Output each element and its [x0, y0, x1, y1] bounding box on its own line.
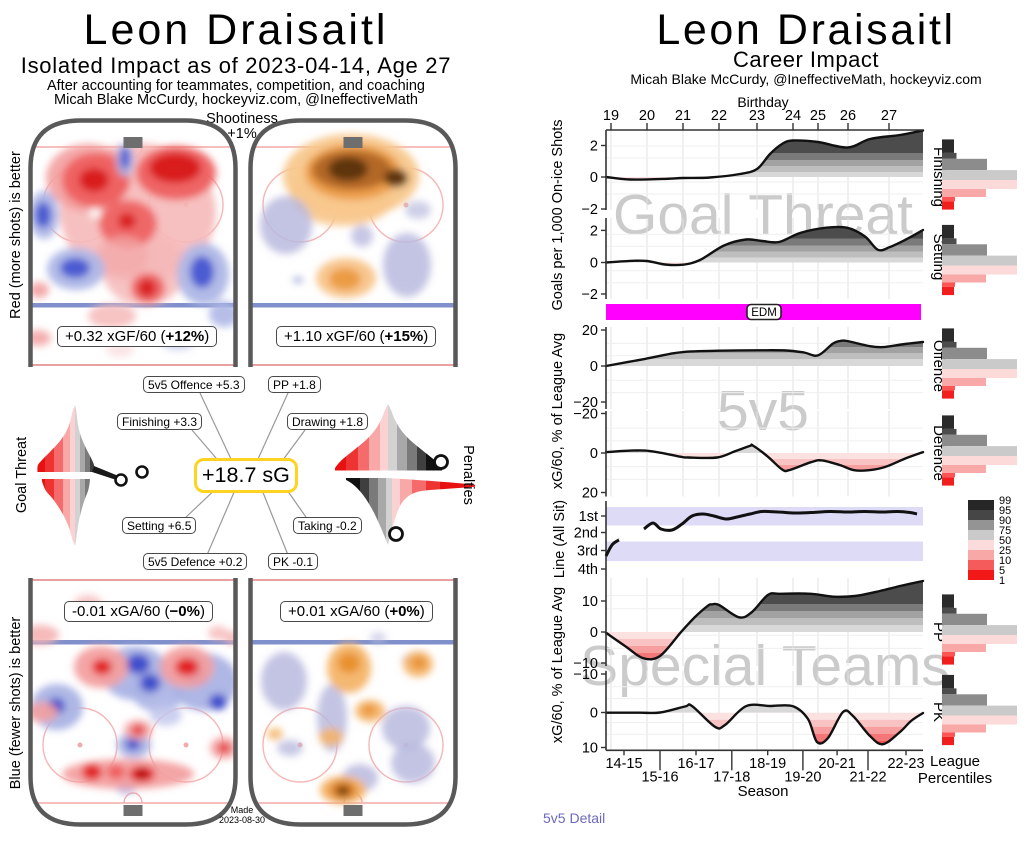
svg-text:League: League: [930, 753, 980, 770]
svg-text:95: 95: [999, 505, 1011, 517]
svg-text:−20: −20: [573, 407, 598, 423]
svg-text:0: 0: [590, 446, 598, 462]
svg-text:75: 75: [999, 525, 1011, 537]
svg-text:21-22: 21-22: [849, 769, 886, 785]
svg-text:Birthday: Birthday: [737, 94, 788, 110]
svg-text:−10: −10: [573, 656, 598, 672]
svg-text:2: 2: [590, 223, 598, 239]
svg-text:2nd: 2nd: [574, 526, 598, 542]
svg-text:25: 25: [999, 545, 1011, 557]
svg-text:xG/60, % of League Avg: xG/60, % of League Avg: [550, 333, 566, 489]
svg-text:24: 24: [785, 108, 801, 124]
svg-text:16-17: 16-17: [677, 756, 714, 772]
svg-text:0: 0: [590, 170, 598, 186]
svg-text:26: 26: [840, 108, 856, 124]
svg-text:−20: −20: [573, 395, 598, 411]
svg-text:23: 23: [749, 108, 765, 124]
svg-text:17-18: 17-18: [713, 769, 750, 785]
svg-text:3rd: 3rd: [577, 544, 598, 560]
svg-text:0: 0: [590, 359, 598, 375]
svg-text:19-20: 19-20: [784, 769, 821, 785]
svg-text:50: 50: [999, 535, 1011, 547]
svg-text:18-19: 18-19: [749, 756, 786, 772]
svg-text:20: 20: [639, 108, 655, 124]
svg-text:Goals per 1,000 On-ice Shots: Goals per 1,000 On-ice Shots: [550, 119, 566, 310]
svg-text:Season: Season: [738, 783, 789, 800]
svg-text:1st: 1st: [579, 509, 598, 525]
svg-text:25: 25: [810, 108, 826, 124]
svg-text:0: 0: [590, 256, 598, 272]
svg-text:90: 90: [999, 515, 1011, 527]
svg-text:10: 10: [582, 594, 598, 610]
svg-text:Percentiles: Percentiles: [918, 770, 992, 787]
svg-text:20: 20: [582, 486, 598, 502]
svg-text:20: 20: [582, 323, 598, 339]
svg-text:−2: −2: [581, 287, 598, 303]
svg-text:xG/60, % of League Avg: xG/60, % of League Avg: [550, 587, 566, 743]
svg-text:10: 10: [999, 555, 1011, 567]
svg-text:2: 2: [590, 139, 598, 155]
svg-text:0: 0: [590, 625, 598, 641]
svg-text:27: 27: [881, 108, 897, 124]
svg-text:22-23: 22-23: [887, 756, 924, 772]
svg-text:21: 21: [675, 108, 691, 124]
svg-text:5v5: 5v5: [717, 379, 809, 443]
svg-text:4th: 4th: [578, 562, 598, 578]
svg-text:19: 19: [603, 108, 619, 124]
svg-text:EDM: EDM: [751, 307, 777, 319]
svg-text:−2: −2: [581, 202, 598, 218]
svg-text:−10: −10: [573, 667, 598, 683]
svg-text:0: 0: [590, 706, 598, 722]
svg-text:22: 22: [711, 108, 727, 124]
svg-text:20-21: 20-21: [819, 756, 856, 772]
svg-text:14-15: 14-15: [605, 756, 642, 772]
svg-text:Goal Threat: Goal Threat: [613, 183, 913, 247]
svg-text:15-16: 15-16: [641, 769, 678, 785]
svg-text:5: 5: [999, 565, 1005, 577]
svg-text:1: 1: [999, 575, 1005, 587]
svg-text:Line (All Sit): Line (All Sit): [552, 500, 568, 578]
svg-text:99: 99: [999, 495, 1011, 507]
svg-text:10: 10: [582, 741, 598, 757]
